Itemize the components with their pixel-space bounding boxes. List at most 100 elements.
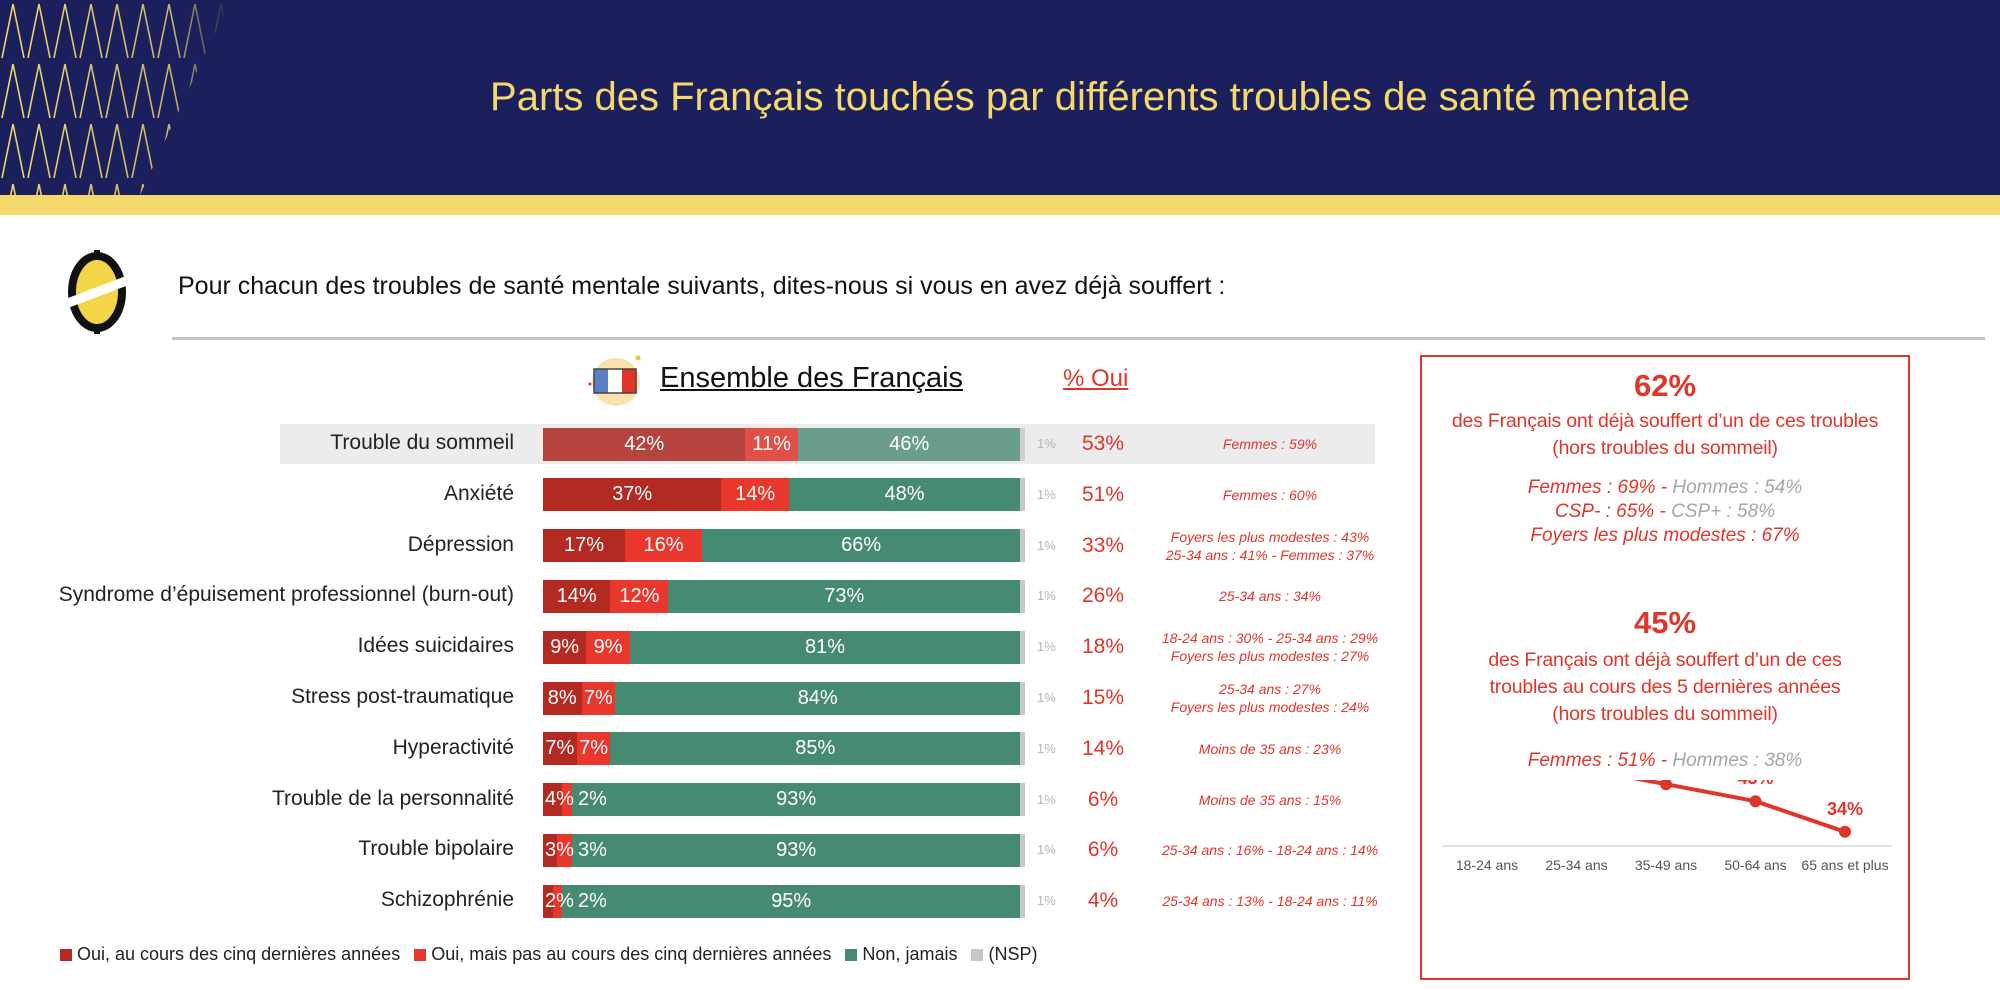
stacked-bar: 7% 7% 85%: [543, 732, 1025, 766]
note-line: Moins de 35 ans : 23%: [1198, 740, 1342, 757]
row-note: Moins de 35 ans : 15%: [1130, 791, 1410, 809]
chevron-pattern-decoration: [0, 0, 230, 195]
chart-legend: Oui, au cours des cinq dernières années O…: [60, 944, 1037, 965]
note-line: Foyers les plus modestes : 24%: [1170, 699, 1370, 715]
segment-label: 42%: [624, 432, 665, 455]
nsp-label: 1%: [1037, 588, 1056, 604]
segment-label: 7%: [579, 737, 608, 760]
page-title: Parts des Français touchés par différent…: [490, 75, 1690, 119]
divider: [172, 337, 1985, 340]
nsp-label: 1%: [1037, 842, 1056, 858]
row-label: Trouble bipolaire: [358, 837, 514, 861]
stacked-bar: 8% 7% 84%: [543, 681, 1025, 715]
note-line: Femmes : 60%: [1222, 486, 1318, 503]
bar-segment: [543, 630, 587, 664]
row-label: Idées suicidaires: [357, 634, 514, 658]
oui-total: 6%: [1087, 838, 1119, 862]
data-point: [1749, 795, 1762, 808]
row-note: Femmes : 59%: [1130, 435, 1410, 453]
stacked-bar: 2% 2% 95%: [543, 884, 1025, 918]
bar-segment: [543, 529, 625, 563]
data-label: 43%: [1737, 780, 1773, 788]
legend-label: Non, jamais: [862, 944, 958, 964]
bar-segment: [1020, 732, 1025, 766]
legend-item: (NSP): [971, 944, 1037, 965]
row-label: Trouble de la personnalité: [271, 786, 514, 810]
bar-segment: [543, 478, 722, 512]
note-line: 25-34 ans : 27%: [1219, 681, 1321, 697]
stat1-line: des Français ont déjà souffert d’un de c…: [1451, 410, 1879, 432]
row-note: 25-34 ans : 34%: [1130, 587, 1410, 605]
nsp-label: 1%: [1037, 791, 1056, 807]
segment-label: 84%: [797, 686, 838, 709]
bar-segment: [798, 427, 1021, 461]
detail-csp-plus: CSP+ : 58%: [1671, 501, 1776, 522]
segment-label: 16%: [643, 534, 684, 557]
detail-femmes: Femmes : 69% -: [1527, 477, 1673, 498]
bar-segment: [576, 732, 611, 766]
bar-segment: [557, 833, 572, 867]
bar-segment: [1020, 833, 1025, 867]
callout-box: [1420, 355, 1910, 980]
bar-segment: [543, 783, 563, 817]
nsp-label: 1%: [1037, 690, 1056, 705]
stat2-details: Femmes : 51% - Hommes : 38%: [1420, 749, 1910, 773]
bar-segment: [1020, 783, 1025, 817]
bar-segment: [624, 529, 703, 563]
bar-segment: [543, 579, 611, 613]
x-tick-label: 25-34 ans: [1545, 857, 1607, 873]
segment-label: 17%: [564, 534, 605, 557]
note-line: 25-34 ans : 13% - 18-24 ans : 11%: [1162, 893, 1378, 910]
note-line: 25-34 ans : 16% - 18-24 ans : 14%: [1161, 842, 1379, 859]
legend-swatch: [414, 949, 427, 961]
stat1-text: des Français ont déjà souffert d’un de c…: [1420, 408, 1910, 462]
header-banner: [0, 0, 2000, 195]
segment-label: 3%: [545, 838, 574, 861]
detail-femmes: Femmes : 51% -: [1527, 750, 1673, 771]
bar-segment: [702, 529, 1021, 563]
row-note: 18-24 ans : 30% - 25-34 ans : 29% Foyers …: [1130, 629, 1410, 665]
segment-label: 14%: [556, 584, 597, 607]
survey-question: Pour chacun des troubles de santé mental…: [178, 272, 1226, 300]
row-label: Hyperactivité: [392, 735, 514, 759]
stat1-details: Femmes : 69% - Hommes : 54% CSP- : 65% -…: [1420, 476, 1910, 548]
stat1-value: 62%: [1633, 368, 1697, 403]
x-tick-label: 18-24 ans: [1456, 857, 1518, 873]
note-line: 18-24 ans : 30% - 25-34 ans : 29%: [1161, 630, 1379, 647]
header-accent-band: [0, 195, 2000, 215]
stacked-bar: 9% 9% 81%: [543, 630, 1025, 664]
row-note: Moins de 35 ans : 23%: [1130, 740, 1410, 758]
segment-label: 46%: [889, 432, 930, 455]
detail-hommes: Hommes : 38%: [1672, 750, 1803, 771]
legend-swatch: [60, 949, 72, 961]
segment-label: 8%: [547, 686, 577, 709]
row-note: Foyers les plus modestes : 43% 25-34 ans …: [1130, 528, 1410, 564]
segment-label: 7%: [545, 737, 575, 760]
data-point: [1839, 825, 1851, 838]
bar-segment: [1020, 529, 1025, 563]
bar-segment: [543, 427, 746, 461]
nsp-label: 1%: [1037, 436, 1056, 451]
row-label: Schizophrénie: [380, 888, 514, 912]
legend-item: Oui, au cours des cinq dernières années: [60, 944, 400, 965]
oui-total: 18%: [1081, 635, 1125, 659]
stacked-bar: 3% 3% 93%: [543, 833, 1025, 867]
legend-label: Oui, au cours des cinq dernières années: [77, 944, 401, 964]
note-line: Foyers les plus modestes : 43%: [1170, 528, 1370, 545]
data-point: [1660, 780, 1672, 791]
bar-segment: [615, 681, 1021, 715]
oui-total: 4%: [1087, 889, 1119, 913]
bar-segment: [1020, 478, 1025, 512]
bar-segment: [552, 884, 563, 918]
age-line-chart: 56%18-24 ans53%25-34 ans48%35-49 ans43%5…: [1442, 780, 1892, 873]
france-flag-icon: [588, 355, 641, 406]
segment-label: 48%: [884, 483, 925, 506]
bar-segment: [610, 732, 1021, 766]
legend-item: Non, jamais: [845, 944, 957, 965]
note-line: 25-34 ans : 41% - Femmes : 37%: [1165, 546, 1375, 563]
bar-segment: [543, 833, 558, 867]
segment-label: 66%: [841, 534, 882, 557]
stat2-text: des Français ont déjà souffert d’un de c…: [1420, 647, 1910, 728]
note-line: Moins de 35 ans : 15%: [1198, 791, 1342, 808]
row-note: 25-34 ans : 27% Foyers les plus modestes …: [1130, 680, 1410, 716]
